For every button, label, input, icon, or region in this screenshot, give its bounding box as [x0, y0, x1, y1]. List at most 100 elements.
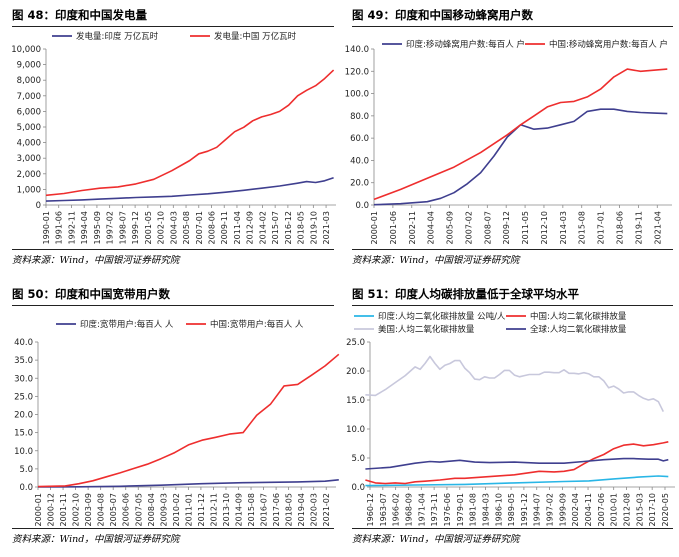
- x-tick-label: 2009-11: [220, 211, 229, 244]
- x-tick-label: 2015-08: [578, 211, 587, 244]
- x-tick-label: 1991-06: [55, 211, 64, 244]
- x-tick-label: 2005-07: [109, 493, 118, 526]
- line-chart: 0.0 20.0 40.0 60.0 80.0 100.0 120.0 140.0 2000-0…: [345, 39, 672, 244]
- x-tick-label: 2008-06: [207, 211, 216, 244]
- series-line-2: [365, 355, 665, 412]
- y-tick-label: 20.0: [350, 179, 369, 189]
- divider: [352, 26, 673, 27]
- series-line-1: [45, 69, 335, 197]
- x-tick-label: 2017-10: [648, 493, 657, 526]
- x-tick-label: 2020-03: [310, 493, 319, 526]
- source-note: 资料来源：Wind，中国银河证券研究院: [352, 534, 520, 545]
- series-line-1: [37, 353, 340, 488]
- x-tick-label: 2007-05: [134, 493, 143, 526]
- x-tick-label: 2011-04: [233, 211, 242, 244]
- x-tick-label: 2007-01: [195, 211, 204, 244]
- legend-label: 印度:移动蜂窝用户数:每百人 户: [406, 39, 525, 50]
- x-tick-label: 1971-04: [417, 493, 426, 526]
- x-tick-label: 2004-08: [97, 493, 106, 526]
- x-tick-label: 2014-03: [559, 211, 568, 244]
- x-tick-label: 2005-09: [446, 211, 455, 244]
- y-tick-label: 4,000: [17, 139, 41, 149]
- x-tick-label: 1995-09: [93, 211, 102, 244]
- x-tick-label: 2017-01: [597, 211, 606, 244]
- divider: [12, 249, 334, 250]
- divider: [12, 305, 334, 306]
- y-tick-label: 30.0: [14, 374, 33, 384]
- legend-label: 印度:人均二氧化碳排放量 公吨/人: [378, 311, 506, 322]
- x-tick-label: 2004-04: [427, 211, 436, 244]
- x-tick-label: 2012-08: [623, 493, 632, 526]
- x-tick-label: 1981-08: [469, 493, 478, 526]
- x-tick-label: 2021-02: [322, 493, 331, 526]
- x-tick-label: 2010-01: [610, 493, 619, 526]
- x-tick-label: 1997-02: [106, 211, 115, 244]
- y-tick-label: 9,000: [17, 61, 41, 71]
- y-tick-label: 120.0: [345, 67, 369, 77]
- x-tick-label: 1960-12: [366, 493, 375, 526]
- x-tick-label: 2000-01: [370, 211, 379, 244]
- x-tick-label: 2011-01: [184, 493, 193, 526]
- x-tick-label: 2009-12: [502, 211, 511, 244]
- source-note: 资料来源：Wind，中国银河证券研究院: [12, 534, 180, 545]
- x-tick-label: 1989-05: [507, 493, 516, 526]
- x-tick-label: 2012-09: [246, 211, 255, 244]
- x-tick-label: 1994-07: [533, 493, 542, 526]
- x-tick-label: 1990-01: [42, 211, 51, 244]
- legend-label: 全球:人均二氧化碳排放量: [530, 324, 627, 335]
- x-tick-label: 1979-01: [456, 493, 465, 526]
- x-tick-label: 2011-05: [521, 211, 530, 244]
- x-tick-label: 2000-01: [34, 493, 43, 526]
- y-tick-label: 25.0: [14, 392, 33, 402]
- x-tick-label: 2013-10: [222, 493, 231, 526]
- x-tick-label: 2006-06: [122, 493, 131, 526]
- y-tick-label: 6,000: [17, 107, 41, 117]
- y-tick-label: 25.0: [346, 338, 365, 348]
- x-tick-label: 2002-10: [72, 493, 81, 526]
- y-tick-label: 60.0: [350, 134, 369, 144]
- x-tick-label: 2016-07: [260, 493, 269, 526]
- series-line-0: [37, 479, 339, 488]
- y-tick-label: 10.0: [346, 425, 365, 435]
- divider: [12, 26, 334, 27]
- x-tick-label: 2008-04: [147, 493, 156, 526]
- x-tick-label: 1968-09: [404, 493, 413, 526]
- chart-panel-broadband: 图 50：印度和中国宽带用户数 0.0 5.0 10.0 15.0 20.0 25.0 30…: [0, 279, 340, 557]
- y-tick-label: 0.0: [351, 483, 365, 493]
- x-tick-label: 1986-10: [494, 493, 503, 526]
- y-tick-label: 20.0: [346, 367, 365, 377]
- chart-title: 图 50：印度和中国宽带用户数: [12, 287, 171, 301]
- x-tick-label: 1976-06: [443, 493, 452, 526]
- legend-label: 中国:宽带用户:每百人 人: [210, 319, 304, 330]
- x-tick-label: 1991-12: [520, 493, 529, 526]
- source-note: 资料来源：Wind，中国银河证券研究院: [352, 255, 520, 266]
- x-tick-label: 2001-06: [389, 211, 398, 244]
- x-tick-label: 2018-05: [297, 211, 306, 244]
- x-tick-label: 2012-10: [540, 211, 549, 244]
- chart-panel-mobile: 图 49：印度和中国移动蜂窝用户数 0.0 20.0 40.0 60.0 80.0 100…: [340, 0, 679, 278]
- x-tick-label: 2019-04: [297, 493, 306, 526]
- x-tick-label: 2020-05: [661, 493, 670, 526]
- x-tick-label: 2019-11: [634, 211, 643, 244]
- x-tick-label: 1992-11: [67, 211, 76, 244]
- chart-title: 图 51：印度人均碳排放量低于全球平均水平: [352, 287, 580, 301]
- x-tick-label: 2002-04: [571, 493, 580, 526]
- x-tick-label: 2019-10: [309, 211, 318, 244]
- legend-label: 印度:宽带用户:每百人 人: [80, 319, 174, 330]
- x-tick-label: 2014-02: [258, 211, 267, 244]
- y-tick-label: 40.0: [350, 156, 369, 166]
- x-tick-label: 2017-06: [272, 493, 281, 526]
- x-tick-label: 1963-07: [379, 493, 388, 526]
- x-tick-label: 2021-04: [653, 211, 662, 244]
- x-tick-label: 1998-07: [118, 211, 127, 244]
- y-tick-label: 1,000: [17, 185, 41, 195]
- y-tick-label: 20.0: [14, 411, 33, 421]
- series-line-0: [373, 108, 668, 206]
- y-tick-label: 3,000: [17, 154, 41, 164]
- chart-panel-electricity: 图 48：印度和中国发电量 0 1,000 2,000 3,000 4,000 5,000…: [0, 0, 340, 278]
- legend-label: 发电量:印度 万亿瓦时: [76, 31, 159, 42]
- x-tick-label: 2005-08: [182, 211, 191, 244]
- line-chart: 0.0 5.0 10.0 15.0 20.0 25.0 30.0 35.0 40.0 2000-0…: [14, 319, 340, 526]
- series-line-0: [45, 176, 334, 202]
- y-tick-label: 10,000: [11, 45, 41, 55]
